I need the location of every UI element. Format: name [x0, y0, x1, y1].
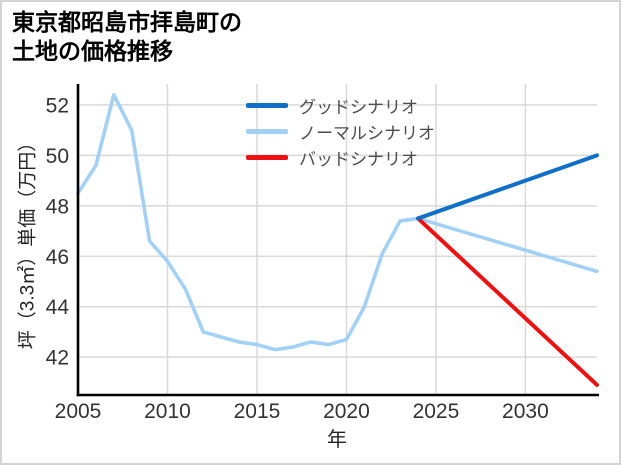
y-axis-label: 坪（3.3㎡）単価（万円） [17, 132, 39, 350]
y-tick-label: 48 [46, 195, 69, 218]
y-tick-label: 44 [46, 296, 70, 319]
y-tick-label: 50 [46, 145, 69, 168]
x-tick-label: 2030 [502, 400, 549, 423]
x-axis-label: 年 [327, 429, 347, 451]
y-tick-label: 42 [46, 347, 69, 370]
x-tick-label: 2020 [323, 400, 370, 423]
legend-label-bad: バッドシナリオ [299, 149, 418, 169]
x-tick-label: 2025 [413, 400, 460, 423]
legend-label-normal: ノーマルシナリオ [299, 123, 435, 143]
bad-scenario-line-swatch [246, 154, 288, 160]
legend-item-good-scenario: グッドシナリオ [246, 94, 435, 117]
x-tick-label: 2010 [144, 400, 191, 423]
legend: グッドシナリオ ノーマルシナリオ バッドシナリオ [246, 94, 435, 169]
y-tick-label: 52 [46, 94, 69, 117]
y-tick-label: 46 [46, 246, 69, 269]
x-tick-label: 2015 [234, 400, 281, 423]
normal-scenario-line-swatch [246, 128, 288, 134]
series-line-normal-scenario [76, 93, 599, 352]
legend-label-good: グッドシナリオ [299, 97, 418, 117]
x-tick-label: 2005 [55, 400, 102, 423]
series-line-bad-scenario [416, 216, 599, 387]
good-scenario-line-swatch [246, 102, 288, 108]
legend-item-bad-scenario: バッドシナリオ [246, 146, 435, 169]
legend-item-normal-scenario: ノーマルシナリオ [246, 120, 435, 143]
chart-title: 東京都昭島市拝島町の 土地の価格推移 [12, 9, 242, 64]
series-line-good-scenario [416, 153, 599, 221]
